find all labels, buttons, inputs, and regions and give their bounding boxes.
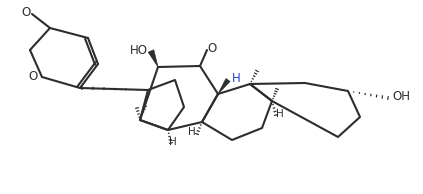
Text: H: H: [188, 127, 196, 137]
Text: H: H: [169, 137, 177, 147]
Text: O: O: [207, 42, 217, 55]
Text: H: H: [276, 109, 284, 119]
Polygon shape: [218, 79, 230, 94]
Text: H: H: [232, 73, 240, 86]
Text: O: O: [22, 5, 30, 18]
Polygon shape: [148, 50, 158, 67]
Text: HO: HO: [130, 43, 148, 56]
Text: OH: OH: [392, 90, 410, 104]
Text: O: O: [28, 70, 38, 83]
